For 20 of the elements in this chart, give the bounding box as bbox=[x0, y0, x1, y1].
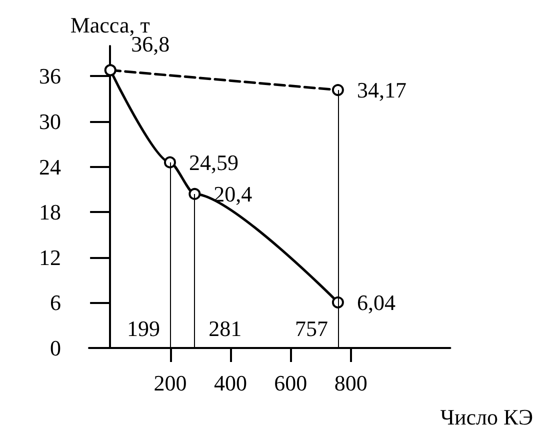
y-tick-label: 12 bbox=[39, 244, 61, 270]
data-label: 20,4 bbox=[214, 181, 252, 206]
y-axis-title: Масса, т bbox=[70, 12, 150, 38]
y-tick-label: 36 bbox=[39, 64, 61, 89]
data-label: 34,17 bbox=[356, 78, 406, 103]
x-tick-label: 600 bbox=[274, 370, 308, 396]
y-tick-label: 6 bbox=[50, 290, 61, 316]
ref-line-label: 199 bbox=[126, 316, 160, 341]
ref-line-label: 757 bbox=[294, 316, 328, 341]
data-label: 6,04 bbox=[356, 290, 396, 315]
data-label: 24,59 bbox=[188, 150, 238, 175]
x-tick-label: 800 bbox=[334, 370, 368, 396]
x-tick-label: 400 bbox=[214, 370, 247, 396]
y-tick-label: 24 bbox=[39, 154, 61, 180]
y-tick-label: 0 bbox=[50, 336, 61, 360]
y-tick-label: 30 bbox=[39, 109, 61, 134]
ref-line-label: 281 bbox=[208, 316, 242, 341]
y-tick-label: 18 bbox=[39, 200, 61, 225]
x-axis-title: Число КЭ bbox=[440, 404, 533, 430]
x-tick-label: 200 bbox=[154, 370, 187, 396]
